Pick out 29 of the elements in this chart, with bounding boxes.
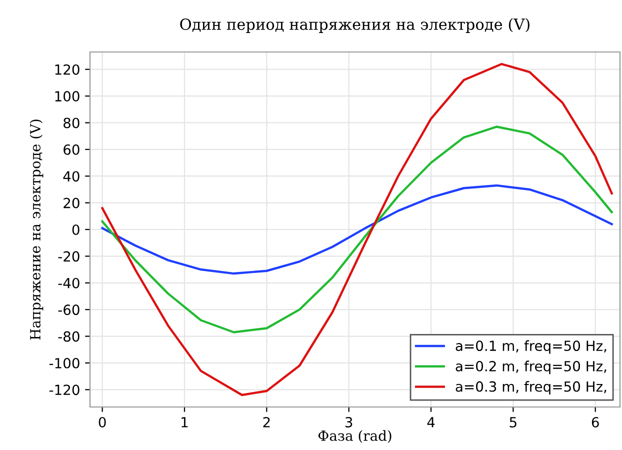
y-tick-label: 20 [64,198,80,208]
x-tick-label: 6 [592,416,599,428]
y-tick-label: -100 [49,358,80,368]
y-tick-label: -40 [58,278,80,288]
line-series [101,62,613,396]
y-tick-label: 80 [64,118,80,128]
chart-title: Один период напряжения на электроде (V) [180,18,530,33]
y-tick-label: -60 [58,304,80,316]
y-tick-label: 60 [64,144,80,155]
y-tick-label: 40 [63,171,80,182]
y-tick-label: -80 [58,331,80,342]
x-tick-label: 3 [345,416,352,428]
x-tick-label: 2 [263,416,270,428]
x-tick-label: 1 [182,417,188,428]
legend-label: a=0.2 m, freq=50 Hz, [456,360,606,374]
x-tick-label: 5 [510,417,516,428]
x-tick-label: 4 [427,417,435,428]
x-axis-title: Фаза (rad) [318,430,392,443]
legend-label: a=0.3 m, freq=50 Hz, [456,381,606,394]
y-tick-label: -20 [58,251,80,262]
y-tick-label: 100 [55,91,80,102]
legend-label: a=0.1 m, freq=50 Hz, [456,340,606,354]
y-axis-title: Напряжение на электроде (V) [30,120,44,340]
y-tick-label: 120 [55,64,80,75]
line-series [101,184,613,275]
x-tick-label: 0 [98,416,106,428]
y-tick-label: 0 [72,224,80,235]
line-series [101,126,613,334]
y-tick-label: -120 [49,384,80,396]
